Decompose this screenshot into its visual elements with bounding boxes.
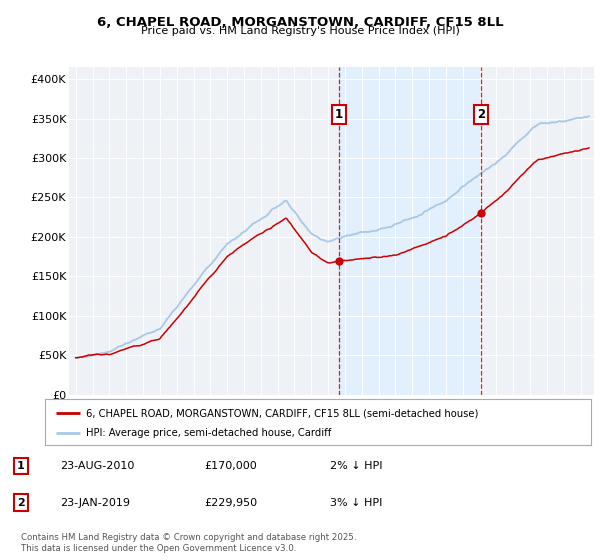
Text: Contains HM Land Registry data © Crown copyright and database right 2025.
This d: Contains HM Land Registry data © Crown c… [21,533,356,553]
Text: £170,000: £170,000 [204,461,257,471]
Text: Price paid vs. HM Land Registry's House Price Index (HPI): Price paid vs. HM Land Registry's House … [140,26,460,36]
Bar [339,67,481,395]
Text: £229,950: £229,950 [204,498,257,507]
Text: 3% ↓ HPI: 3% ↓ HPI [330,498,382,507]
Text: 23-JAN-2019: 23-JAN-2019 [60,498,130,507]
Text: 2% ↓ HPI: 2% ↓ HPI [330,461,383,471]
Text: 6, CHAPEL ROAD, MORGANSTOWN, CARDIFF, CF15 8LL: 6, CHAPEL ROAD, MORGANSTOWN, CARDIFF, CF… [97,16,503,29]
Text: 1: 1 [335,108,343,121]
Text: 23-AUG-2010: 23-AUG-2010 [60,461,134,471]
Text: 1: 1 [17,461,25,471]
Text: 2: 2 [476,108,485,121]
Text: 6, CHAPEL ROAD, MORGANSTOWN, CARDIFF, CF15 8LL (semi-detached house): 6, CHAPEL ROAD, MORGANSTOWN, CARDIFF, CF… [86,408,478,418]
Text: 2: 2 [17,498,25,507]
Text: HPI: Average price, semi-detached house, Cardiff: HPI: Average price, semi-detached house,… [86,428,331,438]
